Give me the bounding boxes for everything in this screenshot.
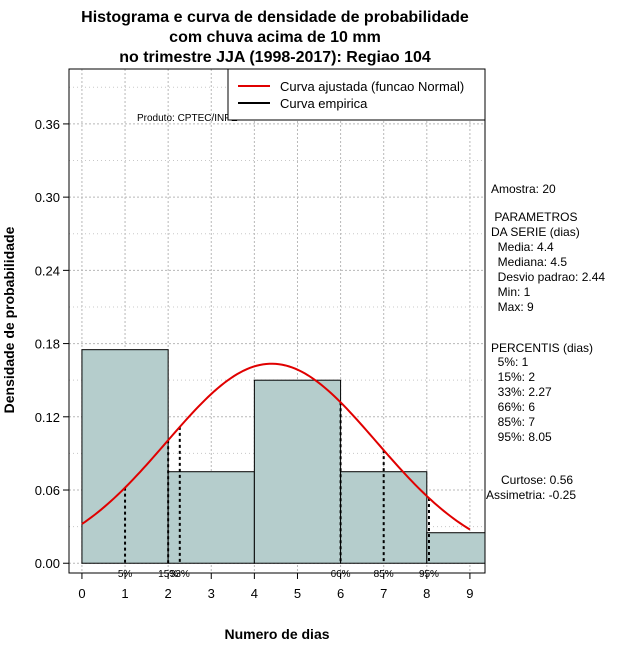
x-tick-label-5: 5 (294, 586, 301, 601)
title-line-2: com chuva acima de 10 mm (169, 29, 381, 46)
legend-label-fitted: Curva ajustada (funcao Normal) (280, 79, 464, 94)
param-1: Mediana: 4.5 (491, 255, 567, 269)
fitted-curve (81, 362, 471, 531)
y-tick-label-4: 0.24 (35, 263, 60, 278)
x-tick-label-1: 1 (121, 586, 128, 601)
y-tick-label-6: 0.36 (35, 117, 60, 132)
histogram-bar-1 (167, 471, 255, 564)
x-tick-label-6: 6 (337, 586, 344, 601)
percentil-0: 5%: 1 (491, 355, 529, 369)
x-tick-label-2: 2 (165, 586, 172, 601)
histogram-bar-4 (426, 532, 486, 564)
y-tick-label-2: 0.12 (35, 410, 60, 425)
percentil-1: 15%: 2 (491, 370, 535, 384)
param-3: Min: 1 (491, 285, 531, 299)
legend: Curva ajustada (funcao Normal) Curva empi… (227, 68, 486, 121)
percentis-title: PERCENTIS (dias) (491, 341, 593, 355)
histogram-bar-2 (253, 379, 342, 564)
percentil-2: 33%: 2.27 (491, 385, 552, 399)
legend-box (227, 68, 486, 121)
x-tick-label-8: 8 (423, 586, 430, 601)
param-2: Desvio padrao: 2.44 (491, 270, 605, 284)
y-tick-label-1: 0.06 (35, 483, 60, 498)
x-tick-label-7: 7 (380, 586, 387, 601)
y-tick-label-0: 0.00 (35, 556, 60, 571)
stat-assimetria: Assimetria: -0.25 (486, 488, 576, 502)
percentil-3: 66%: 6 (491, 400, 535, 414)
title-line-1: Histograma e curva de densidade de proba… (81, 9, 469, 26)
chart-title: Histograma e curva de densidade de proba… (81, 9, 469, 66)
x-axis-label: Numero de dias (224, 626, 329, 642)
params-title-0: PARAMETROS (491, 210, 577, 224)
param-0: Media: 4.4 (491, 240, 554, 254)
y-tick-label-3: 0.18 (35, 337, 60, 352)
percentil-4: 85%: 7 (491, 415, 535, 429)
y-tick-label-5: 0.30 (35, 190, 60, 205)
x-tick-label-0: 0 (78, 586, 85, 601)
x-tick-label-4: 4 (251, 586, 258, 601)
histogram-bars (81, 349, 486, 564)
y-axis-label: Densidade de probabilidade (1, 226, 17, 413)
percentile-label-2: 33% (170, 569, 190, 580)
legend-label-empirical: Curva empirica (280, 96, 368, 111)
normal-curve-line (81, 362, 471, 531)
param-4: Max: 9 (491, 300, 534, 314)
stat-sample: Amostra: 20 (491, 182, 556, 196)
percentil-5: 95%: 8.05 (491, 430, 552, 444)
axes: 0 1 2 3 4 5 6 7 8 9 0.00 0.06 0.12 0.18 0.24 0.30 0.36 Nu… (1, 68, 486, 642)
x-tick-label-3: 3 (208, 586, 215, 601)
percentile-label-5: 95% (419, 569, 439, 580)
params-title-1: DA SERIE (dias) (491, 225, 580, 239)
stat-curtose: Curtose: 0.56 (501, 473, 573, 487)
x-tick-label-9: 9 (466, 586, 473, 601)
product-credit: Produto: CPTEC/INPE (137, 113, 238, 124)
title-line-3: no trimestre JJA (1998-2017): Regiao 104 (119, 49, 431, 66)
